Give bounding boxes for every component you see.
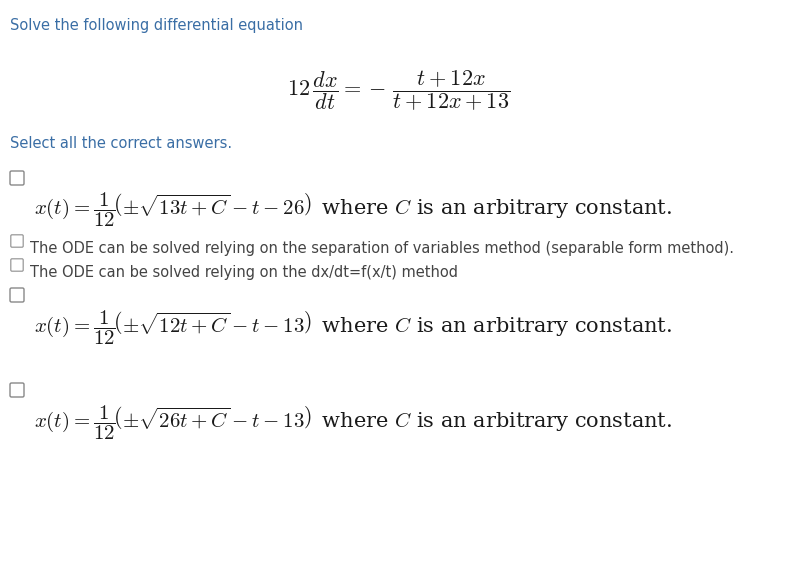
FancyBboxPatch shape — [10, 383, 24, 397]
Text: $x(t) = \dfrac{1}{12}\!\left(\pm\sqrt{12t+C} - t - 13\right)\,$ where $C$ is an : $x(t) = \dfrac{1}{12}\!\left(\pm\sqrt{12… — [34, 308, 672, 346]
FancyBboxPatch shape — [11, 235, 23, 247]
Text: $x(t) = \dfrac{1}{12}\!\left(\pm\sqrt{26t+C} - t - 13\right)\,$ where $C$ is an : $x(t) = \dfrac{1}{12}\!\left(\pm\sqrt{26… — [34, 403, 672, 441]
Text: Solve the following differential equation: Solve the following differential equatio… — [10, 18, 303, 33]
Text: The ODE can be solved relying on the separation of variables method (separable f: The ODE can be solved relying on the sep… — [30, 241, 734, 256]
FancyBboxPatch shape — [10, 171, 24, 185]
Text: Select all the correct answers.: Select all the correct answers. — [10, 136, 232, 151]
FancyBboxPatch shape — [10, 288, 24, 302]
Text: The ODE can be solved relying on the dx/dt=f(x/t) method: The ODE can be solved relying on the dx/… — [30, 265, 458, 280]
Text: $12\,\dfrac{dx}{dt} = -\,\dfrac{t+12x}{t+12x+13}$: $12\,\dfrac{dx}{dt} = -\,\dfrac{t+12x}{t… — [287, 68, 511, 113]
Text: $x(t) = \dfrac{1}{12}\!\left(\pm\sqrt{13t+C} - t - 26\right)\,$ where $C$ is an : $x(t) = \dfrac{1}{12}\!\left(\pm\sqrt{13… — [34, 190, 672, 229]
FancyBboxPatch shape — [11, 259, 23, 271]
